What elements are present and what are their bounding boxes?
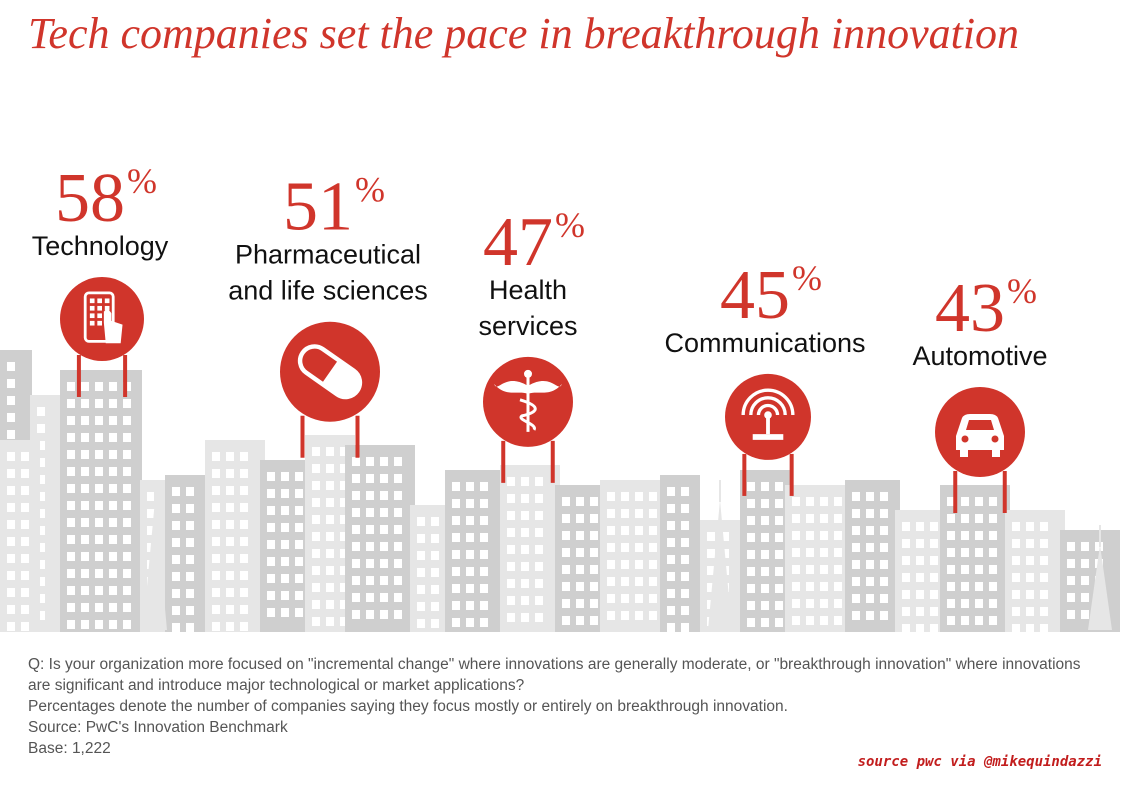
percent-sign: %	[355, 170, 385, 210]
value-circle	[60, 277, 144, 361]
footnote-panel: Q: Is your organization more focused on …	[0, 632, 1122, 787]
category-label: Pharmaceutical	[235, 240, 421, 270]
category-label: Technology	[32, 231, 169, 261]
data-label: 45	[720, 257, 790, 334]
credit-line: source pwc via @mikequindazzi	[857, 754, 1102, 770]
caduceus-icon	[494, 369, 562, 432]
survey-question: Q: Is your organization more focused on …	[28, 656, 1081, 694]
category-label: Communications	[664, 328, 865, 358]
category-label: and life sciences	[228, 276, 428, 306]
category-label: services	[478, 311, 577, 341]
bar-pharmaceutical-and-life-sciences: Pharmaceutical and life sciences 51%	[228, 169, 428, 458]
base-line: Base: 1,222	[28, 740, 111, 757]
category-label: Automotive	[912, 341, 1047, 371]
data-label: 43	[935, 270, 1005, 347]
data-label: 51	[283, 169, 353, 246]
percent-sign: %	[792, 258, 822, 298]
source-line: Source: PwC's Innovation Benchmark	[28, 719, 288, 736]
category-label: Health	[489, 275, 567, 305]
percent-sign: %	[1007, 271, 1037, 311]
percent-sign: %	[555, 205, 585, 245]
bar-health-services: Health services 47%	[478, 204, 585, 483]
data-label: 47	[483, 204, 553, 281]
tablet-touch-icon	[83, 291, 123, 344]
antenna-signal-icon	[741, 388, 795, 440]
data-label: 58	[55, 160, 125, 237]
car-icon	[956, 414, 1004, 457]
percent-sign: %	[127, 161, 157, 201]
percentage-note: Percentages denote the number of compani…	[28, 698, 788, 715]
city-skyline-background	[0, 350, 1120, 640]
pill-capsule-icon	[297, 344, 363, 400]
chart-title: Tech companies set the pace in breakthro…	[28, 9, 1020, 58]
